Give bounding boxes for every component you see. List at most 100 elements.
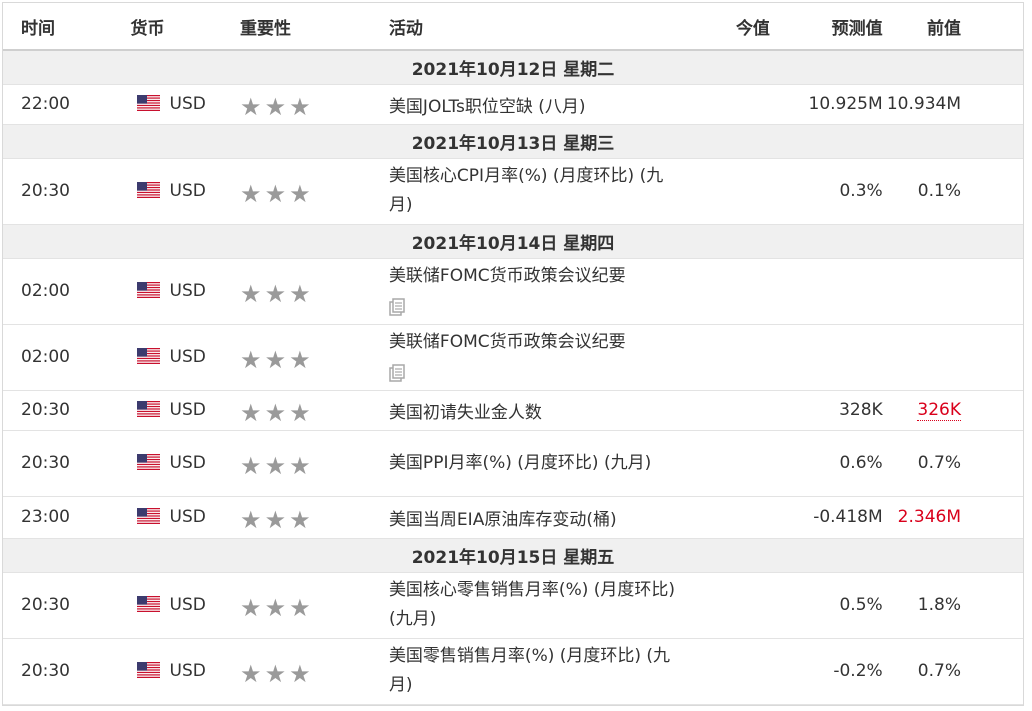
forecast-value: -0.418M xyxy=(771,496,885,539)
event-time: 22:00 xyxy=(3,84,129,125)
star-rating-icon: ★★★ xyxy=(240,345,314,374)
event-name[interactable]: 美国初请失业金人数 xyxy=(386,390,685,431)
table-row[interactable]: 23:00 USD ★★★ 美国当周EIA原油库存变动(桶) -0.418M 2… xyxy=(3,496,1023,539)
header-time[interactable]: 时间 xyxy=(3,3,129,51)
importance-cell: ★★★ xyxy=(238,390,387,431)
star-rating-icon: ★★★ xyxy=(240,659,314,688)
forecast-value: 10.925M xyxy=(771,84,885,125)
currency-code: USD xyxy=(169,94,206,114)
event-name[interactable]: 美国当周EIA原油库存变动(桶) xyxy=(386,496,685,539)
importance-cell: ★★★ xyxy=(238,84,387,125)
forecast-value: 0.6% xyxy=(771,430,885,497)
forecast-value: -0.2% xyxy=(771,638,885,705)
currency-cell: USD xyxy=(128,324,239,391)
date-row: 2021年10月15日 星期五 xyxy=(3,538,1023,573)
actual-value xyxy=(684,572,772,639)
previous-value: 2.346M xyxy=(884,496,1023,539)
date-label: 2021年10月13日 星期三 xyxy=(3,124,1023,159)
star-rating-icon: ★★★ xyxy=(240,593,314,622)
currency-cell: USD xyxy=(128,258,239,325)
importance-cell: ★★★ xyxy=(238,258,387,325)
event-name[interactable]: 美联储FOMC货币政策会议纪要 xyxy=(388,266,626,286)
previous-value xyxy=(884,324,1023,391)
table-row[interactable]: 22:00 USD ★★★ 美国JOLTs职位空缺 (八月) 10.925M 1… xyxy=(3,84,1023,125)
event-name[interactable]: 美国核心CPI月率(%) (月度环比) (九月) xyxy=(386,158,685,225)
event-name[interactable]: 美国核心零售销售月率(%) (月度环比) (九月) xyxy=(386,572,685,639)
table-row[interactable]: 20:30 USD ★★★ 美国核心零售销售月率(%) (月度环比) (九月) … xyxy=(3,572,1023,639)
event-time: 20:30 xyxy=(3,390,129,431)
header-actual[interactable]: 今值 xyxy=(684,3,772,51)
star-rating-icon: ★★★ xyxy=(240,398,314,427)
importance-cell: ★★★ xyxy=(238,324,387,391)
header-previous[interactable]: 前值 xyxy=(884,3,1023,51)
currency-code: USD xyxy=(169,507,206,527)
forecast-value xyxy=(771,258,885,325)
event-name[interactable]: 美联储FOMC货币政策会议纪要 xyxy=(388,332,626,352)
currency-code: USD xyxy=(169,347,206,367)
currency-cell: USD xyxy=(128,158,239,225)
event-time: 02:00 xyxy=(3,258,129,325)
previous-value: 0.7% xyxy=(884,430,1023,497)
importance-cell: ★★★ xyxy=(238,496,387,539)
currency-cell: USD xyxy=(128,496,239,539)
currency-cell: USD xyxy=(128,430,239,497)
currency-code: USD xyxy=(169,453,206,473)
header-event[interactable]: 活动 xyxy=(386,3,685,51)
event-name[interactable]: 美国零售销售月率(%) (月度环比) (九月) xyxy=(386,638,685,705)
table-row[interactable]: 20:30 USD ★★★ 美国零售销售月率(%) (月度环比) (九月) -0… xyxy=(3,638,1023,705)
table-row[interactable]: 02:00 USD ★★★ 美联储FOMC货币政策会议纪要 xyxy=(3,324,1023,391)
table-row[interactable]: 20:30 USD ★★★ 美国初请失业金人数 328K 326K xyxy=(3,390,1023,431)
importance-cell: ★★★ xyxy=(238,572,387,639)
currency-cell: USD xyxy=(128,572,239,639)
star-rating-icon: ★★★ xyxy=(240,179,314,208)
header-importance[interactable]: 重要性 xyxy=(238,3,387,51)
us-flag-icon xyxy=(136,282,160,298)
currency-code: USD xyxy=(169,181,206,201)
header-forecast[interactable]: 预测值 xyxy=(771,3,885,51)
actual-value xyxy=(684,84,772,125)
event-cell: 美联储FOMC货币政策会议纪要 xyxy=(386,324,685,391)
document-icon[interactable] xyxy=(389,363,405,382)
header-row: 时间 货币 重要性 活动 今值 预测值 前值 xyxy=(3,3,1023,51)
star-rating-icon: ★★★ xyxy=(240,279,314,308)
forecast-value: 328K xyxy=(771,390,885,431)
event-name[interactable]: 美国PPI月率(%) (月度环比) (九月) xyxy=(386,430,685,497)
table-row[interactable]: 02:00 USD ★★★ 美联储FOMC货币政策会议纪要 xyxy=(3,258,1023,325)
previous-value[interactable]: 326K xyxy=(917,400,961,421)
table-row[interactable]: 20:30 USD ★★★ 美国PPI月率(%) (月度环比) (九月) 0.6… xyxy=(3,430,1023,497)
header-currency[interactable]: 货币 xyxy=(128,3,239,51)
previous-value: 0.1% xyxy=(884,158,1023,225)
table-row[interactable]: 20:30 USD ★★★ 美国核心CPI月率(%) (月度环比) (九月) 0… xyxy=(3,158,1023,225)
event-time: 20:30 xyxy=(3,638,129,705)
star-rating-icon: ★★★ xyxy=(240,92,314,121)
star-rating-icon: ★★★ xyxy=(240,505,314,534)
us-flag-icon xyxy=(136,454,160,470)
event-cell: 美联储FOMC货币政策会议纪要 xyxy=(386,258,685,325)
event-time: 02:00 xyxy=(3,324,129,391)
us-flag-icon xyxy=(136,182,160,198)
importance-cell: ★★★ xyxy=(238,158,387,225)
us-flag-icon xyxy=(136,401,160,417)
currency-code: USD xyxy=(169,281,206,301)
event-time: 23:00 xyxy=(3,496,129,539)
currency-cell: USD xyxy=(128,638,239,705)
us-flag-icon xyxy=(136,508,160,524)
currency-cell: USD xyxy=(128,84,239,125)
actual-value xyxy=(684,390,772,431)
actual-value xyxy=(684,496,772,539)
previous-value: 10.934M xyxy=(884,84,1023,125)
previous-value: 1.8% xyxy=(884,572,1023,639)
event-time: 20:30 xyxy=(3,430,129,497)
actual-value xyxy=(684,158,772,225)
importance-cell: ★★★ xyxy=(238,430,387,497)
star-rating-icon: ★★★ xyxy=(240,451,314,480)
event-name[interactable]: 美国JOLTs职位空缺 (八月) xyxy=(386,84,685,125)
actual-value xyxy=(684,638,772,705)
document-icon[interactable] xyxy=(389,297,405,316)
previous-value: 0.7% xyxy=(884,638,1023,705)
date-label: 2021年10月15日 星期五 xyxy=(3,538,1023,573)
previous-value xyxy=(884,258,1023,325)
importance-cell: ★★★ xyxy=(238,638,387,705)
actual-value xyxy=(684,258,772,325)
currency-cell: USD xyxy=(128,390,239,431)
